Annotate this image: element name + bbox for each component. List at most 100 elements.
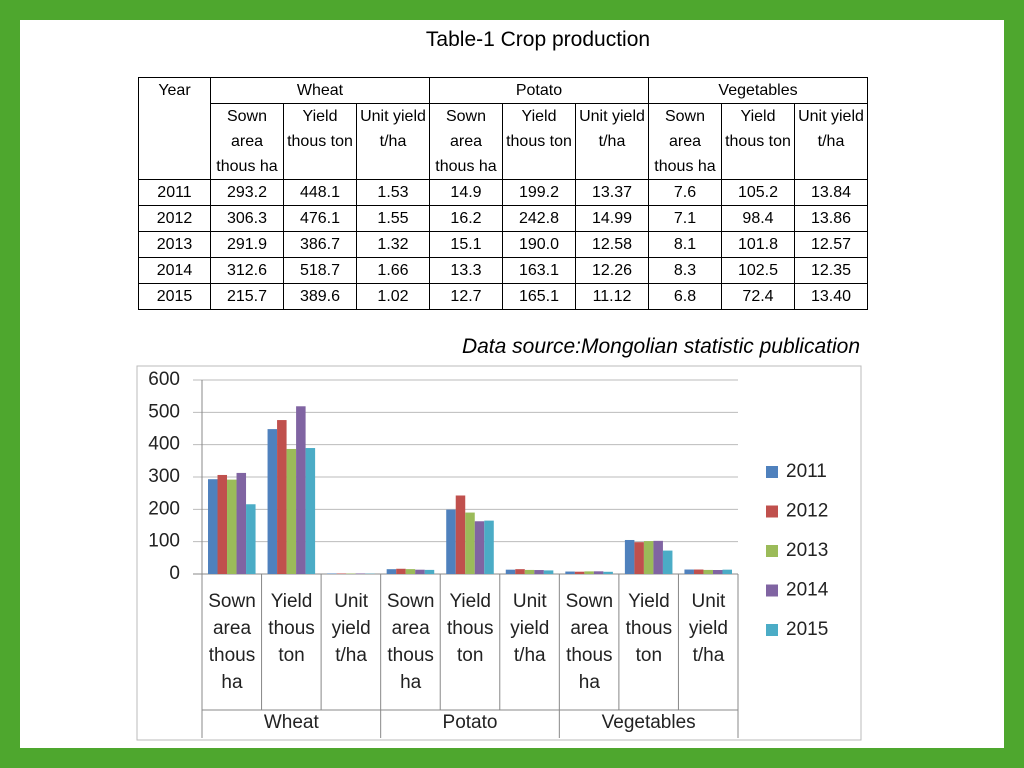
cell: 291.9 [210, 231, 284, 258]
cell: 2014 [138, 257, 211, 284]
legend-swatch [766, 624, 778, 636]
y-tick-label: 500 [148, 401, 180, 422]
legend-swatch [766, 505, 778, 518]
cell: 101.8 [721, 231, 795, 258]
data-row: 2013 291.9 386.7 1.32 15.1 190.0 12.58 8.1 101.8… [138, 231, 868, 258]
subheader: Yield thous ton [721, 103, 795, 180]
bar [396, 568, 406, 574]
bar [236, 472, 247, 574]
cell: 6.8 [648, 283, 722, 310]
title: Table-1 Crop production [425, 28, 651, 51]
bar [415, 569, 425, 574]
legend-swatch [766, 584, 778, 597]
cell: 386.7 [283, 231, 357, 258]
bar [455, 495, 466, 574]
bar [565, 571, 575, 574]
cell: 102.5 [721, 257, 795, 284]
cell: 12.7 [429, 283, 503, 310]
bar [355, 573, 366, 574]
chart-frame [136, 365, 862, 741]
bar [386, 569, 397, 574]
crop-table: Year Wheat Potato Vegetables Sown area thous… [138, 77, 868, 310]
bar [543, 570, 554, 574]
source-note: Data source:Mongolian statistic publicat… [461, 335, 860, 358]
cell: 1.32 [356, 231, 430, 258]
y-tick-label: 0 [169, 563, 180, 584]
y-tick-label: 400 [148, 434, 180, 455]
bar [286, 448, 297, 574]
cell: 13.37 [575, 179, 649, 206]
cell: 13.40 [794, 283, 868, 310]
cell: 98.4 [721, 205, 795, 232]
bar [515, 569, 525, 574]
subheader: Sown area thous ha [429, 103, 503, 180]
bar [217, 474, 228, 574]
cell: 1.53 [356, 179, 430, 206]
subheader: Sown area thous ha [648, 103, 722, 180]
x-tick-label: Yield thous ton [625, 591, 673, 666]
cell: 15.1 [429, 231, 503, 258]
y-tick-label: 200 [148, 498, 180, 519]
bar [624, 539, 635, 574]
y-tick-label: 100 [148, 531, 180, 552]
subheader: Yield thous ton [502, 103, 576, 180]
bar [584, 571, 594, 574]
bar [593, 571, 604, 574]
bar [474, 521, 485, 574]
bar [305, 448, 316, 574]
bar [424, 569, 435, 574]
bar [524, 569, 535, 574]
bar [484, 520, 494, 574]
x-tick-label: Yield thous ton [268, 591, 315, 666]
bar [703, 569, 713, 574]
cell: 312.6 [210, 257, 284, 284]
cell: 448.1 [283, 179, 357, 206]
cell: 13.86 [794, 205, 868, 232]
bar [296, 406, 306, 574]
x-tick-label: Unit yield t/ha [510, 591, 550, 666]
bar [712, 570, 723, 574]
bar [634, 542, 644, 574]
bar [693, 569, 704, 574]
legend-swatch [766, 545, 778, 557]
group-label: Wheat [263, 712, 319, 733]
bar [662, 550, 673, 574]
bar [574, 571, 585, 574]
subheader: Unit yield t/ha [794, 103, 868, 180]
bar [653, 540, 663, 574]
cell: 8.1 [648, 231, 722, 258]
cell: 14.9 [429, 179, 503, 206]
subheader: Unit yield t/ha [575, 103, 649, 180]
cell: 165.1 [502, 283, 576, 310]
cell: 389.6 [283, 283, 357, 310]
y-tick-label: 600 [148, 369, 180, 390]
x-tick-label: Yield thous ton [446, 591, 494, 666]
data-row: 2015 215.7 389.6 1.02 12.7 165.1 11.12 6.8 72.4 1… [138, 283, 868, 310]
x-tick-label: Unit yield t/ha [331, 591, 371, 666]
data-row: 2012 306.3 476.1 1.55 16.2 242.8 14.99 7.1 98.4 1… [138, 205, 868, 232]
bar [267, 429, 278, 574]
legend-label: 2015 [786, 619, 828, 640]
bar [684, 569, 694, 574]
bar [505, 569, 516, 574]
bar [465, 512, 475, 574]
cell: 199.2 [502, 179, 576, 206]
bar [643, 541, 654, 574]
cell: 242.8 [502, 205, 576, 232]
bar [208, 479, 218, 574]
cell: 72.4 [721, 283, 795, 310]
bar [336, 573, 347, 574]
subheader: Unit yield t/ha [356, 103, 430, 180]
cell: 13.84 [794, 179, 868, 206]
legend-swatch [766, 466, 778, 478]
bar [534, 570, 544, 574]
data-row: 2011 293.2 448.1 1.53 14.9 199.2 13.37 7.6 105.2… [138, 179, 868, 206]
x-tick-label: Unit yield t/ha [688, 591, 728, 666]
x-tick-label: Sown area thous ha [208, 591, 256, 693]
legend-label: 2011 [786, 461, 827, 482]
bar [722, 569, 732, 574]
legend-label: 2013 [786, 540, 828, 561]
group-header: Vegetables [648, 77, 868, 104]
